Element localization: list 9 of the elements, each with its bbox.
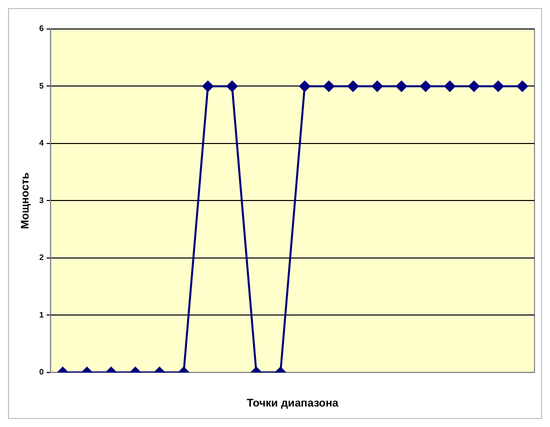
y-tick-label: 5 bbox=[39, 81, 44, 90]
y-tick-label: 2 bbox=[39, 253, 44, 262]
y-tick-label: 0 bbox=[39, 368, 44, 377]
y-tick-label: 6 bbox=[39, 24, 44, 34]
x-axis-title: Точки диапазона bbox=[246, 397, 340, 410]
y-tick-label: 3 bbox=[39, 196, 44, 205]
y-tick-label: 1 bbox=[39, 310, 44, 320]
y-tick-label: 4 bbox=[39, 138, 44, 148]
y-axis-title: Мощность bbox=[20, 172, 32, 230]
